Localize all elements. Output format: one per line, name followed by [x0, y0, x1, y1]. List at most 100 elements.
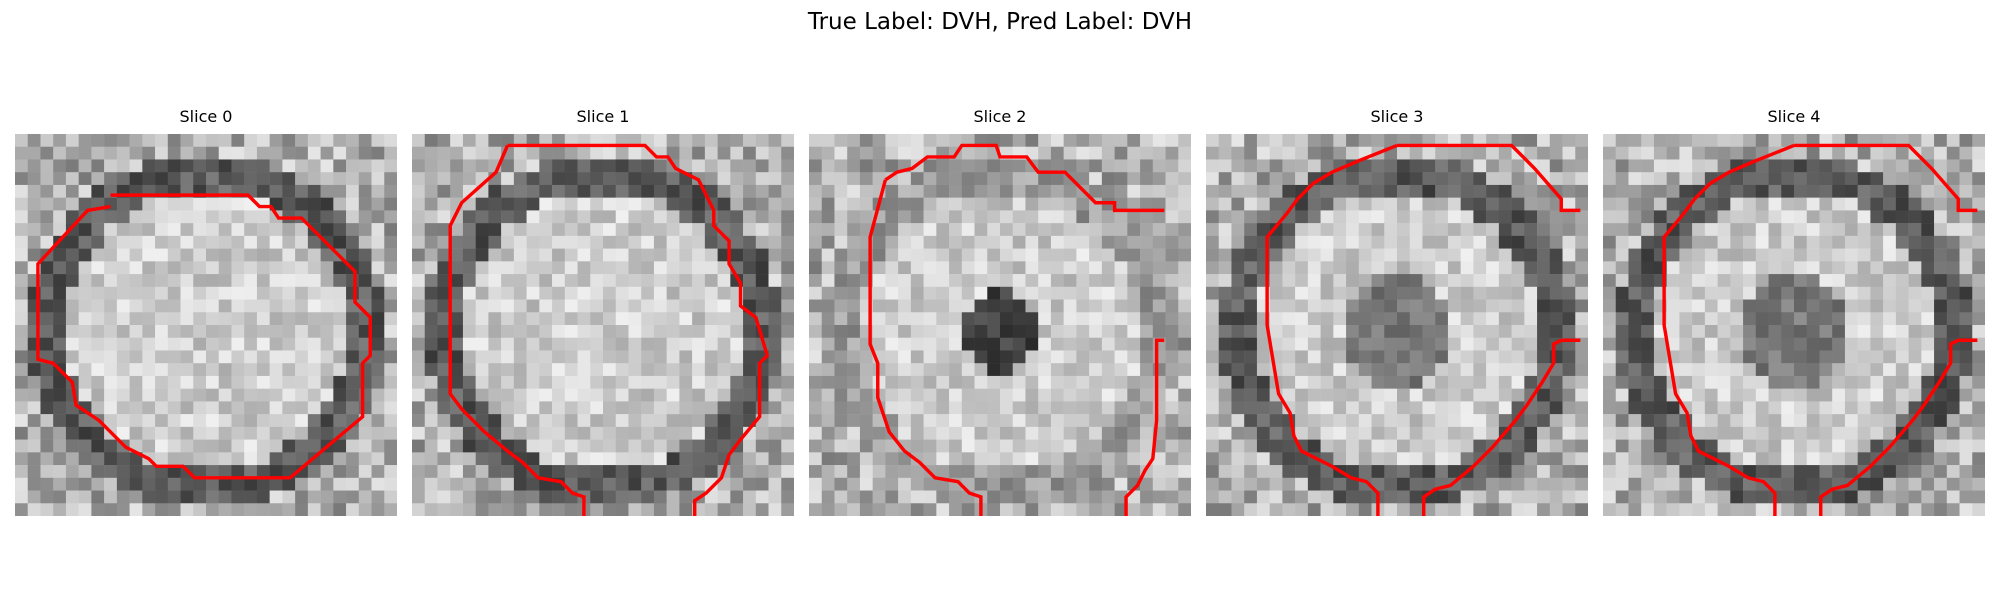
- pixel: [987, 274, 1001, 288]
- pixel: [1692, 325, 1706, 338]
- pixel: [961, 184, 975, 198]
- pixel: [1806, 248, 1820, 262]
- pixel: [78, 286, 92, 300]
- pixel: [78, 375, 92, 389]
- pixel: [1730, 172, 1744, 186]
- pixel: [1269, 452, 1283, 466]
- slice-title: Slice 2: [973, 107, 1027, 126]
- pixel: [910, 286, 924, 300]
- pixel: [1346, 210, 1360, 224]
- pixel: [1140, 274, 1154, 288]
- pixel: [692, 274, 706, 288]
- pixel: [1921, 197, 1935, 211]
- pixel: [1921, 477, 1935, 491]
- pixel: [1346, 350, 1360, 364]
- pixel: [717, 134, 731, 147]
- pixel: [564, 210, 578, 224]
- pixel: [384, 452, 397, 466]
- pixel: [1921, 452, 1935, 466]
- pixel: [269, 299, 283, 313]
- pixel: [755, 490, 769, 504]
- pixel: [1012, 261, 1026, 275]
- pixel: [1050, 197, 1064, 211]
- pixel: [53, 159, 67, 173]
- pixel: [244, 134, 258, 147]
- pixel: [768, 223, 782, 237]
- pixel: [1603, 172, 1616, 186]
- pixel: [1883, 184, 1897, 198]
- pixel: [1397, 223, 1410, 237]
- pixel: [1549, 401, 1563, 415]
- pixel: [155, 261, 169, 275]
- pixel: [1050, 248, 1064, 262]
- pixel: [1819, 426, 1833, 440]
- pixel: [1460, 261, 1474, 275]
- pixel: [320, 503, 334, 516]
- pixel: [872, 325, 886, 338]
- pixel: [180, 235, 194, 249]
- pixel: [781, 286, 794, 300]
- pixel: [1857, 235, 1871, 249]
- pixel: [450, 375, 464, 389]
- pixel: [1295, 197, 1309, 211]
- pixel: [1063, 490, 1077, 504]
- pixel: [206, 210, 219, 224]
- pixel: [180, 312, 194, 326]
- pixel: [1641, 210, 1655, 224]
- pixel: [231, 146, 245, 160]
- pixel: [1857, 350, 1871, 364]
- pixel: [307, 261, 321, 275]
- pixel: [256, 184, 270, 198]
- pixel: [1575, 439, 1588, 453]
- pixel: [1511, 414, 1525, 428]
- pixel: [1692, 490, 1706, 504]
- pixel: [1946, 477, 1960, 491]
- pixel: [1768, 210, 1782, 224]
- pixel: [1460, 312, 1474, 326]
- pixel: [577, 248, 591, 262]
- pixel: [488, 261, 502, 275]
- pixel: [269, 350, 283, 364]
- slice-title: Slice 4: [1767, 107, 1821, 126]
- pixel: [1743, 184, 1757, 198]
- pixel: [641, 172, 655, 186]
- pixel: [1089, 337, 1103, 351]
- pixel: [129, 172, 143, 186]
- pixel: [910, 312, 924, 326]
- pixel: [743, 503, 757, 516]
- pixel: [1038, 235, 1052, 249]
- pixel: [1089, 223, 1103, 237]
- pixel: [218, 248, 232, 262]
- pixel: [244, 235, 258, 249]
- pixel: [1127, 337, 1141, 351]
- pixel: [859, 375, 873, 389]
- pixel: [1883, 465, 1897, 479]
- pixel: [206, 274, 219, 288]
- pixel: [1794, 414, 1807, 428]
- pixel: [743, 388, 757, 402]
- pixel: [743, 477, 757, 491]
- pixel: [15, 452, 28, 466]
- pixel: [1666, 274, 1680, 288]
- pixel: [847, 452, 861, 466]
- pixel: [859, 210, 873, 224]
- pixel: [1743, 452, 1757, 466]
- pixel: [282, 159, 296, 173]
- pixel: [193, 325, 207, 338]
- pixel: [768, 184, 782, 198]
- pixel: [1883, 388, 1897, 402]
- pixel: [1959, 146, 1973, 160]
- pixel: [450, 337, 464, 351]
- pixel: [15, 312, 28, 326]
- pixel: [1076, 223, 1090, 237]
- pixel: [450, 184, 464, 198]
- pixel: [704, 350, 718, 364]
- pixel: [1486, 159, 1500, 173]
- pixel: [65, 439, 79, 453]
- pixel: [552, 375, 566, 389]
- pixel: [1857, 426, 1871, 440]
- pixel: [923, 350, 937, 364]
- pixel: [564, 159, 578, 173]
- pixel: [821, 350, 835, 364]
- pixel: [859, 401, 873, 415]
